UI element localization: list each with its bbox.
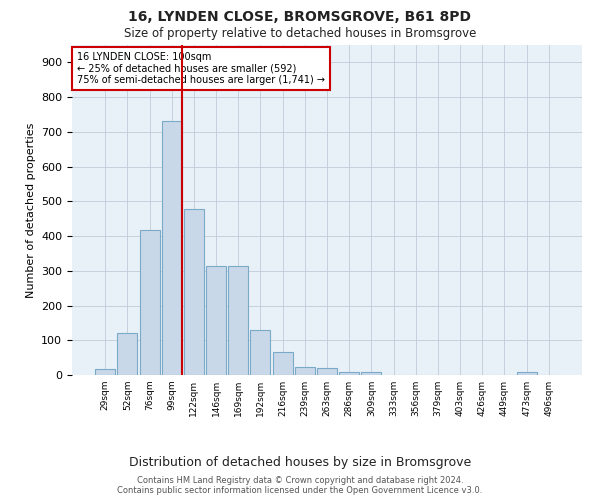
Text: 16, LYNDEN CLOSE, BROMSGROVE, B61 8PD: 16, LYNDEN CLOSE, BROMSGROVE, B61 8PD <box>128 10 472 24</box>
Bar <box>272 352 293 375</box>
Bar <box>118 334 137 375</box>
Bar <box>184 209 204 375</box>
Bar <box>228 266 248 375</box>
Bar <box>339 372 359 375</box>
Bar <box>295 367 315 375</box>
Bar <box>206 266 226 375</box>
Bar <box>250 330 271 375</box>
Text: Distribution of detached houses by size in Bromsgrove: Distribution of detached houses by size … <box>129 456 471 469</box>
Bar <box>140 230 160 375</box>
Bar <box>317 368 337 375</box>
Bar <box>361 372 382 375</box>
Bar <box>162 122 182 375</box>
Text: Size of property relative to detached houses in Bromsgrove: Size of property relative to detached ho… <box>124 28 476 40</box>
Bar <box>517 372 536 375</box>
Bar <box>95 368 115 375</box>
Y-axis label: Number of detached properties: Number of detached properties <box>26 122 35 298</box>
Text: Contains HM Land Registry data © Crown copyright and database right 2024.
Contai: Contains HM Land Registry data © Crown c… <box>118 476 482 495</box>
Text: 16 LYNDEN CLOSE: 100sqm
← 25% of detached houses are smaller (592)
75% of semi-d: 16 LYNDEN CLOSE: 100sqm ← 25% of detache… <box>77 52 325 85</box>
